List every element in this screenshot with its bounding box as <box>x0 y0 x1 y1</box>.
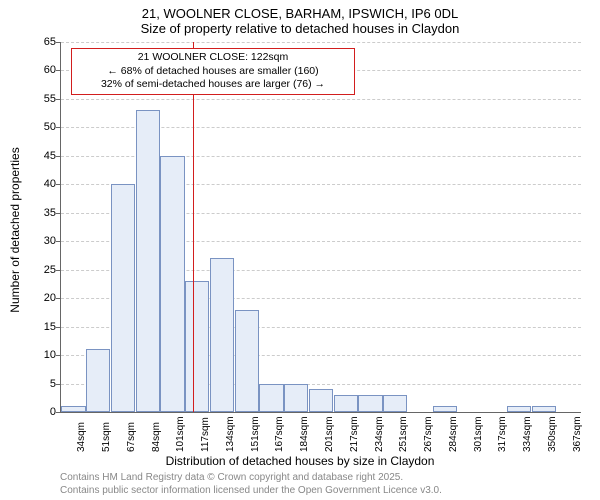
x-tick-label: 167sqm <box>274 416 285 452</box>
callout-line2: ← 68% of detached houses are smaller (16… <box>76 65 350 79</box>
y-tick-label: 30 <box>38 235 56 247</box>
callout-line3: 32% of semi-detached houses are larger (… <box>76 78 350 92</box>
histogram-bar <box>309 389 333 412</box>
x-tick-label: 84sqm <box>151 422 162 452</box>
x-tick-label: 284sqm <box>448 416 459 452</box>
y-tick-label: 50 <box>38 121 56 133</box>
y-tick-mark <box>56 99 60 100</box>
reference-line <box>193 42 194 412</box>
x-tick-label: 251sqm <box>398 416 409 452</box>
x-tick-label: 334sqm <box>522 416 533 452</box>
y-tick-mark <box>56 298 60 299</box>
y-tick-mark <box>56 184 60 185</box>
y-tick-mark <box>56 412 60 413</box>
x-tick-label: 67sqm <box>126 422 137 452</box>
histogram-bar <box>259 384 283 412</box>
gridline <box>61 99 581 100</box>
y-tick-label: 40 <box>38 178 56 190</box>
histogram-bar <box>507 406 531 412</box>
chart-title-line2: Size of property relative to detached ho… <box>0 21 600 36</box>
histogram-bar <box>136 110 160 412</box>
y-tick-label: 25 <box>38 264 56 276</box>
histogram-bar <box>86 349 110 412</box>
x-tick-label: 217sqm <box>349 416 360 452</box>
y-tick-label: 5 <box>38 378 56 390</box>
y-tick-label: 15 <box>38 321 56 333</box>
histogram-bar <box>111 184 135 412</box>
y-tick-label: 60 <box>38 64 56 76</box>
y-tick-label: 55 <box>38 93 56 105</box>
x-tick-label: 117sqm <box>200 417 211 452</box>
histogram-bar <box>532 406 556 412</box>
x-tick-label: 201sqm <box>324 416 335 452</box>
y-tick-label: 45 <box>38 150 56 162</box>
chart-title-line1: 21, WOOLNER CLOSE, BARHAM, IPSWICH, IP6 … <box>0 0 600 21</box>
x-tick-label: 101sqm <box>175 416 186 452</box>
y-tick-mark <box>56 127 60 128</box>
x-tick-label: 151sqm <box>250 416 261 452</box>
x-axis-label: Distribution of detached houses by size … <box>0 454 600 468</box>
y-tick-label: 10 <box>38 349 56 361</box>
x-tick-label: 350sqm <box>547 416 558 452</box>
histogram-bar <box>210 258 234 412</box>
y-tick-mark <box>56 384 60 385</box>
y-axis-label: Number of detached properties <box>8 147 22 312</box>
y-tick-mark <box>56 327 60 328</box>
callout-line1: 21 WOOLNER CLOSE: 122sqm <box>76 51 350 65</box>
footer-attribution: Contains HM Land Registry data © Crown c… <box>60 472 442 497</box>
x-tick-label: 317sqm <box>497 416 508 452</box>
x-tick-label: 267sqm <box>423 416 434 452</box>
histogram-bar <box>61 406 85 412</box>
y-tick-mark <box>56 156 60 157</box>
histogram-bar <box>185 281 209 412</box>
y-tick-mark <box>56 42 60 43</box>
callout-box: 21 WOOLNER CLOSE: 122sqm← 68% of detache… <box>71 48 355 95</box>
x-tick-label: 367sqm <box>572 416 583 452</box>
x-tick-label: 51sqm <box>101 422 112 452</box>
y-tick-mark <box>56 213 60 214</box>
y-tick-label: 20 <box>38 292 56 304</box>
histogram-bar <box>284 384 308 412</box>
histogram-bar <box>358 395 382 412</box>
x-tick-label: 34sqm <box>76 422 87 452</box>
gridline <box>61 42 581 43</box>
y-tick-label: 0 <box>38 406 56 418</box>
x-tick-label: 184sqm <box>299 416 310 452</box>
histogram-bar <box>235 310 259 412</box>
y-tick-label: 35 <box>38 207 56 219</box>
y-tick-mark <box>56 70 60 71</box>
footer-line1: Contains HM Land Registry data © Crown c… <box>60 472 442 485</box>
histogram-bar <box>160 156 184 412</box>
x-tick-label: 234sqm <box>374 416 385 452</box>
x-tick-label: 134sqm <box>225 416 236 452</box>
y-tick-mark <box>56 355 60 356</box>
x-tick-label: 301sqm <box>473 416 484 452</box>
plot-area: 21 WOOLNER CLOSE: 122sqm← 68% of detache… <box>60 42 581 413</box>
y-tick-mark <box>56 270 60 271</box>
histogram-bar <box>383 395 407 412</box>
histogram-bar <box>433 406 457 412</box>
footer-line2: Contains public sector information licen… <box>60 485 442 498</box>
y-tick-mark <box>56 241 60 242</box>
y-tick-label: 65 <box>38 36 56 48</box>
histogram-bar <box>334 395 358 412</box>
